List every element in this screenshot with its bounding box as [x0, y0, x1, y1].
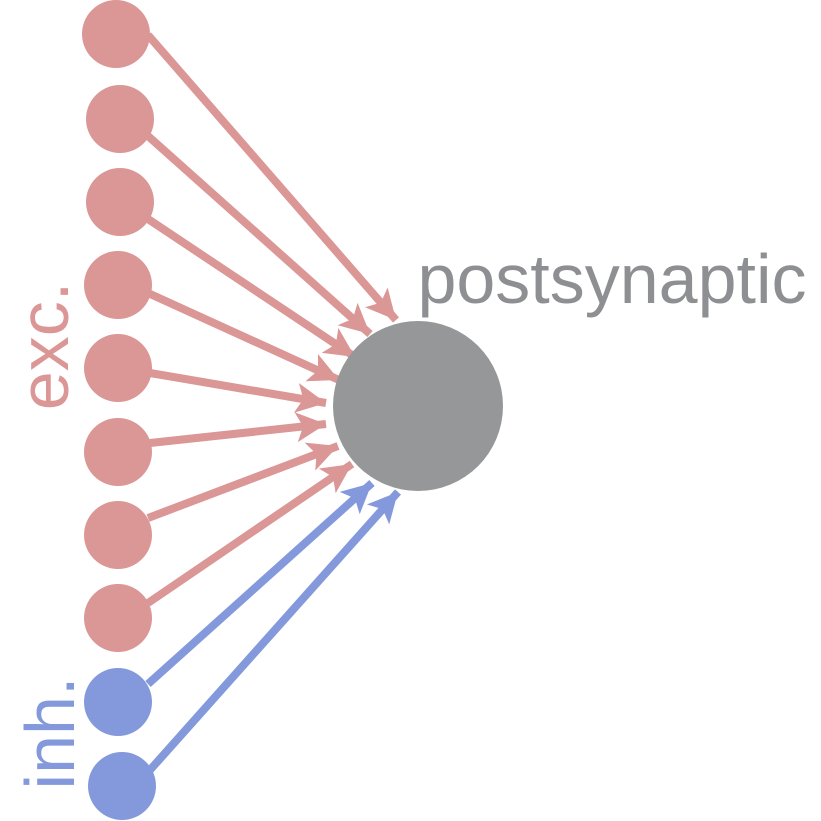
presynaptic-neurons	[82, 0, 156, 820]
exc-neuron-3	[86, 168, 154, 236]
inhibitory-label: inh.	[11, 677, 89, 790]
synaptic-connections	[144, 32, 401, 773]
exc-connection-4	[146, 289, 341, 384]
inh-connection-2	[147, 489, 401, 773]
postsynaptic-label: postsynaptic	[417, 240, 806, 318]
exc-neuron-5	[84, 334, 152, 402]
exc-neuron-8	[84, 584, 152, 652]
exc-connection-7	[146, 442, 340, 522]
excitatory-label: exc.	[5, 282, 83, 410]
exc-neuron-7	[84, 501, 152, 569]
inh-connection-1	[145, 480, 375, 687]
exc-connection-8	[145, 460, 355, 607]
postsynaptic-neuron	[333, 321, 503, 491]
exc-connection-6	[149, 412, 327, 447]
inh-neuron-2	[88, 752, 156, 820]
exc-neuron-6	[84, 418, 152, 486]
exc-connection-2	[145, 133, 373, 337]
exc-neuron-4	[84, 251, 152, 319]
exc-connection-5	[149, 369, 327, 413]
exc-neuron-1	[82, 0, 150, 68]
inh-neuron-1	[84, 668, 152, 736]
exc-connection-3	[145, 215, 358, 361]
exc-neuron-2	[86, 85, 154, 153]
exc-connection-1	[144, 32, 400, 323]
